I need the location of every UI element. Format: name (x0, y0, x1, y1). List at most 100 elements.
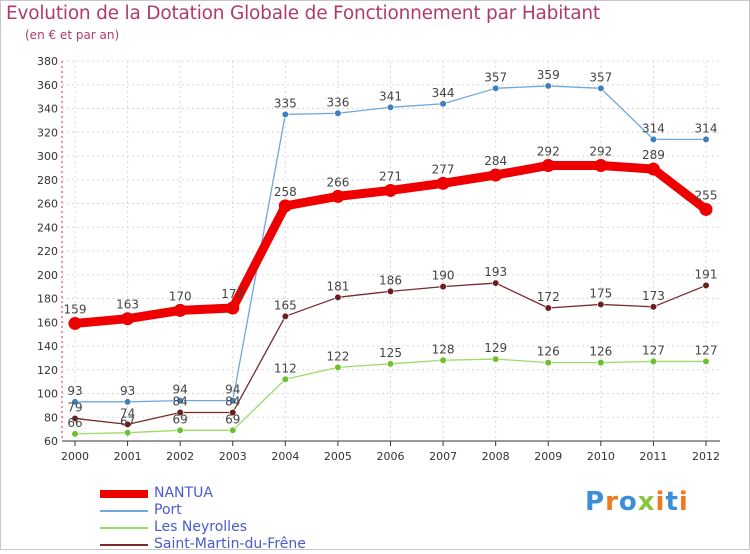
data-label-port: 335 (274, 96, 297, 110)
data-point-saint-martin-du-fr-ne (176, 408, 184, 417)
data-point-les-neyrolles (123, 429, 132, 437)
y-tick-label: 260 (37, 198, 58, 211)
x-tick-label: 2011 (639, 450, 667, 463)
y-tick-label: 280 (37, 174, 58, 187)
proxiti-logo: Proxiti (585, 487, 689, 517)
data-label-nantua: 258 (274, 185, 297, 199)
data-point-nantua (384, 183, 397, 197)
data-point-les-neyrolles (492, 355, 500, 363)
data-label-port: 344 (432, 86, 455, 100)
data-label-saint-martin-du-fr-ne: 175 (589, 286, 612, 300)
data-point-port (386, 103, 395, 111)
data-label-saint-martin-du-fr-ne: 172 (537, 290, 560, 304)
data-label-les-neyrolles: 69 (173, 412, 188, 426)
legend-label: Les Neyrolles (154, 519, 247, 535)
data-point-nantua (594, 159, 608, 172)
data-label-nantua: 163 (116, 298, 139, 312)
data-label-port: 359 (537, 68, 560, 82)
data-point-les-neyrolles (702, 357, 710, 366)
y-tick-label: 180 (37, 293, 58, 306)
data-point-les-neyrolles (649, 357, 658, 366)
y-tick-label: 200 (37, 269, 58, 282)
data-point-saint-martin-du-fr-ne (702, 281, 710, 290)
data-label-nantua: 170 (169, 289, 192, 303)
data-label-saint-martin-du-fr-ne: 84 (225, 395, 240, 409)
data-point-les-neyrolles (71, 430, 79, 438)
y-tick-label: 300 (37, 150, 58, 163)
data-label-saint-martin-du-fr-ne: 186 (379, 273, 402, 287)
data-point-saint-martin-du-fr-ne (386, 287, 395, 295)
data-label-les-neyrolles: 126 (589, 345, 612, 359)
data-label-les-neyrolles: 127 (695, 343, 718, 357)
data-point-port (597, 84, 605, 92)
data-point-nantua (121, 312, 135, 326)
data-point-nantua (226, 301, 240, 315)
legend-swatch (100, 527, 148, 529)
data-label-nantua: 284 (484, 154, 507, 168)
data-label-port: 94 (225, 383, 240, 397)
legend-swatch (100, 544, 148, 546)
data-point-nantua (436, 176, 450, 190)
data-label-les-neyrolles: 122 (326, 349, 349, 363)
data-point-port (702, 135, 710, 143)
data-point-port (123, 398, 132, 406)
legend-label: Port (154, 502, 182, 518)
data-point-nantua (278, 199, 292, 213)
legend-swatch (100, 490, 148, 498)
y-tick-label: 320 (37, 126, 58, 139)
data-label-port: 94 (173, 383, 188, 397)
data-point-port (334, 109, 342, 117)
data-point-saint-martin-du-fr-ne (649, 303, 658, 311)
x-tick-label: 2006 (377, 450, 405, 463)
x-tick-label: 2000 (61, 450, 89, 463)
data-label-nantua: 172 (221, 287, 244, 301)
data-point-saint-martin-du-fr-ne (229, 408, 237, 417)
x-tick-label: 2008 (482, 450, 510, 463)
data-label-les-neyrolles: 112 (274, 361, 297, 375)
data-point-nantua (68, 316, 82, 330)
x-tick-label: 2007 (429, 450, 457, 463)
data-point-les-neyrolles (334, 363, 342, 371)
data-point-saint-martin-du-fr-ne (492, 279, 500, 287)
data-point-nantua (173, 303, 187, 317)
data-point-port (176, 397, 184, 405)
data-label-les-neyrolles: 126 (537, 345, 560, 359)
data-point-port (544, 82, 552, 90)
data-label-port: 336 (326, 95, 349, 109)
data-label-port: 357 (484, 70, 507, 84)
data-label-les-neyrolles: 66 (67, 416, 82, 430)
data-point-port (281, 110, 289, 119)
data-point-les-neyrolles (176, 426, 184, 434)
x-tick-label: 2009 (534, 450, 562, 463)
data-point-saint-martin-du-fr-ne (281, 312, 289, 320)
x-tick-label: 2002 (166, 450, 194, 463)
data-point-port (649, 135, 658, 143)
data-label-saint-martin-du-fr-ne: 190 (432, 269, 455, 283)
data-label-saint-martin-du-fr-ne: 84 (173, 395, 188, 409)
data-label-nantua: 292 (589, 145, 612, 159)
data-point-les-neyrolles (386, 360, 395, 368)
y-tick-label: 240 (37, 221, 58, 234)
data-point-les-neyrolles (544, 359, 552, 367)
data-label-port: 314 (642, 121, 665, 135)
data-label-saint-martin-du-fr-ne: 165 (274, 298, 297, 312)
data-point-les-neyrolles (229, 426, 237, 434)
data-point-saint-martin-du-fr-ne (334, 293, 342, 301)
data-label-les-neyrolles: 125 (379, 346, 402, 360)
data-label-nantua: 277 (432, 162, 455, 176)
y-tick-label: 220 (37, 245, 58, 258)
data-label-les-neyrolles: 128 (432, 342, 455, 356)
chart-title: Evolution de la Dotation Globale de Fonc… (6, 3, 600, 24)
data-point-les-neyrolles (597, 359, 605, 367)
data-label-les-neyrolles: 67 (120, 415, 135, 429)
data-label-nantua: 292 (537, 145, 560, 159)
data-label-port: 341 (379, 89, 402, 103)
data-label-port: 357 (589, 70, 612, 84)
data-point-les-neyrolles (439, 356, 447, 364)
data-label-nantua: 289 (642, 148, 665, 162)
y-tick-label: 360 (37, 79, 58, 92)
data-label-port: 93 (120, 384, 135, 398)
data-label-les-neyrolles: 129 (484, 341, 507, 355)
y-tick-label: 60 (44, 435, 58, 448)
